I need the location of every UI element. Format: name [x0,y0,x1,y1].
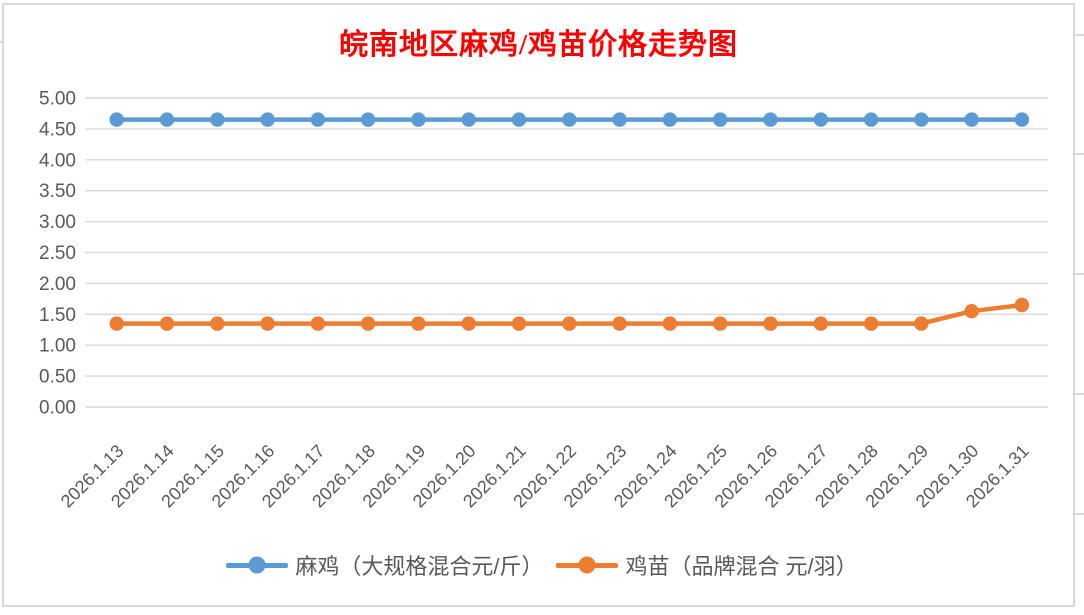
data-point[interactable] [964,304,979,319]
data-point[interactable] [461,316,476,331]
data-point[interactable] [260,316,275,331]
data-point[interactable] [260,112,275,127]
chart-title[interactable]: 皖南地区麻鸡/鸡苗价格走势图 [338,29,739,61]
data-point[interactable] [511,112,527,127]
y-axis-tick-label: 2.50 [39,243,76,264]
data-point[interactable] [713,316,728,331]
spreadsheet-row-gridline [1073,513,1084,515]
data-point[interactable] [411,316,426,331]
data-point[interactable] [612,316,627,331]
data-point[interactable] [159,316,175,331]
data-point[interactable] [662,112,678,127]
legend-label: 鸡苗（品牌混合 元/羽） [625,554,858,579]
data-point[interactable] [210,112,225,127]
y-axis-tick-label: 5.00 [39,89,76,110]
y-axis-tick-label: 4.50 [39,119,76,140]
data-point[interactable] [863,316,879,331]
data-point[interactable] [813,316,828,331]
data-point[interactable] [461,112,476,127]
data-point[interactable] [914,112,929,127]
data-point[interactable] [1014,297,1030,313]
data-point[interactable] [210,316,225,331]
data-point[interactable] [562,316,577,331]
legend-item[interactable]: 麻鸡（大规格混合元/斤） [226,549,543,581]
data-point[interactable] [863,112,879,127]
legend-label: 麻鸡（大规格混合元/斤） [295,554,544,579]
data-point[interactable] [511,316,527,331]
y-axis-tick-label: 4.00 [39,150,76,171]
spreadsheet-row-gridline [1073,34,1084,36]
legend-line-marker-icon [226,556,289,574]
spreadsheet-row-gridline [0,41,3,43]
legend-line-marker-icon [556,556,619,574]
y-axis-tick-label: 3.50 [39,181,76,202]
spreadsheet-row-gridline [1073,273,1084,275]
data-point[interactable] [411,112,426,127]
data-point[interactable] [109,112,124,127]
data-point[interactable] [914,316,929,331]
data-point[interactable] [713,112,728,127]
y-axis-tick-label: 1.00 [39,336,76,357]
chart-frame[interactable]: 皖南地区麻鸡/鸡苗价格走势图 [2,3,1075,607]
legend: 麻鸡（大规格混合元/斤） 鸡苗（品牌混合 元/羽） [0,549,1084,581]
data-point[interactable] [360,112,376,127]
data-point[interactable] [360,316,376,331]
data-point[interactable] [612,112,627,127]
y-axis-tick-label: 2.00 [39,274,76,295]
data-point[interactable] [159,112,175,127]
data-point[interactable] [763,316,778,331]
legend-dot-icon [248,556,266,574]
data-point[interactable] [310,112,326,127]
y-axis-tick-label: 3.00 [39,212,76,233]
data-point[interactable] [1014,112,1030,127]
spreadsheet-row-gridline [1073,153,1084,155]
data-point[interactable] [763,112,778,127]
data-point[interactable] [813,112,828,127]
data-point[interactable] [109,316,124,331]
y-axis-tick-label: 1.50 [39,305,76,326]
legend-item[interactable]: 鸡苗（品牌混合 元/羽） [556,549,858,581]
legend-dot-icon [578,556,596,574]
y-axis-tick-label: 0.50 [39,367,76,388]
y-axis-tick-label: 0.00 [39,398,76,419]
spreadsheet-row-gridline [1073,393,1084,395]
data-point[interactable] [310,316,326,331]
data-point[interactable] [964,112,979,127]
data-point[interactable] [662,316,678,331]
data-point[interactable] [562,112,577,127]
